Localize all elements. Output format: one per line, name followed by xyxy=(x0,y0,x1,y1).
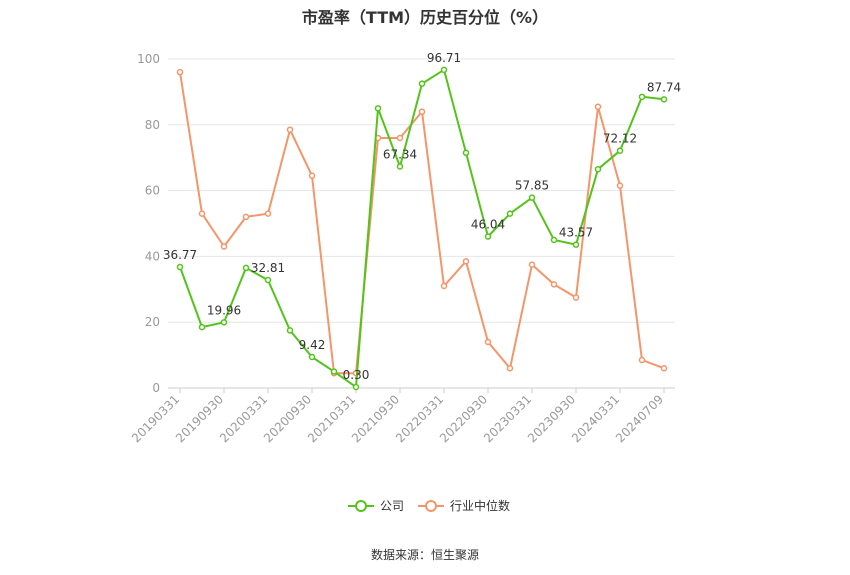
y-tick-label: 40 xyxy=(145,249,160,263)
industry-point xyxy=(660,365,668,372)
legend: 公司 行业中位数 xyxy=(348,497,524,514)
chart-title: 市盈率（TTM）历史百分位（%） xyxy=(301,8,549,27)
y-tick-label: 20 xyxy=(145,315,160,329)
y-tick-label: 100 xyxy=(137,52,160,66)
industry-line xyxy=(179,72,665,375)
industry-point xyxy=(286,126,294,133)
company-data-label: 36.77 xyxy=(163,248,197,262)
industry-point xyxy=(176,68,184,76)
industry-point xyxy=(440,282,448,290)
company-point xyxy=(506,210,514,217)
company-point xyxy=(308,353,316,361)
company-point xyxy=(638,93,646,101)
company-point xyxy=(286,327,294,334)
company-point xyxy=(572,241,580,248)
company-point xyxy=(528,194,536,201)
industry-point xyxy=(484,338,492,346)
industry-point xyxy=(418,108,426,115)
industry-point xyxy=(506,365,514,372)
industry-point xyxy=(594,103,602,110)
y-tick-label: 60 xyxy=(145,184,160,198)
legend-company-label: 公司 xyxy=(380,499,405,513)
company-point xyxy=(462,149,470,157)
company-point xyxy=(594,165,602,173)
company-point xyxy=(264,276,272,284)
company-point xyxy=(660,96,668,103)
legend-industry-label: 行业中位数 xyxy=(450,499,511,513)
company-point xyxy=(616,147,624,154)
industry-point xyxy=(616,182,624,189)
company-point xyxy=(352,383,360,391)
industry-point xyxy=(528,261,536,268)
industry-point xyxy=(308,172,316,180)
company-data-label: 19.96 xyxy=(207,303,241,317)
y-tick-label: 0 xyxy=(152,381,160,395)
company-point xyxy=(550,236,558,244)
industry-point xyxy=(220,243,228,250)
legend-company-swatch-icon xyxy=(348,499,374,512)
company-data-label: 67.34 xyxy=(383,147,417,161)
y-tick-label: 80 xyxy=(145,118,160,132)
legend-item-company[interactable]: 公司 xyxy=(348,497,404,514)
industry-point xyxy=(638,356,646,364)
legend-industry-swatch-icon xyxy=(418,499,445,512)
company-data-label: 9.42 xyxy=(299,338,326,352)
legend-item-industry[interactable]: 行业中位数 xyxy=(418,497,510,514)
source-note: 数据来源：恒生聚源 xyxy=(370,548,479,562)
industry-point xyxy=(572,294,580,301)
industry-point xyxy=(396,134,404,142)
company-point xyxy=(220,319,228,326)
company-point xyxy=(198,323,206,331)
company-point xyxy=(396,163,404,170)
company-point xyxy=(330,368,338,375)
company-data-label: 46.04 xyxy=(471,218,505,232)
industry-point xyxy=(550,281,558,288)
company-data-label: 57.85 xyxy=(515,179,549,193)
company-point xyxy=(484,233,492,240)
company-data-label: 0.30 xyxy=(343,368,370,382)
industry-point xyxy=(264,210,272,217)
company-data-label: 72.12 xyxy=(603,132,637,146)
company-point xyxy=(418,80,426,87)
company-data-label: 43.57 xyxy=(559,226,593,240)
industry-point xyxy=(462,258,470,265)
company-data-label: 96.71 xyxy=(427,51,461,65)
industry-point xyxy=(198,210,206,217)
company-data-label: 32.81 xyxy=(251,261,285,275)
x-tick-label: 20240709 xyxy=(613,392,666,445)
company-point xyxy=(440,66,448,74)
company-data-label: 87.74 xyxy=(647,80,681,94)
industry-point xyxy=(242,213,250,221)
company-point xyxy=(242,264,250,272)
company-point xyxy=(374,105,382,112)
company-point xyxy=(176,263,184,271)
